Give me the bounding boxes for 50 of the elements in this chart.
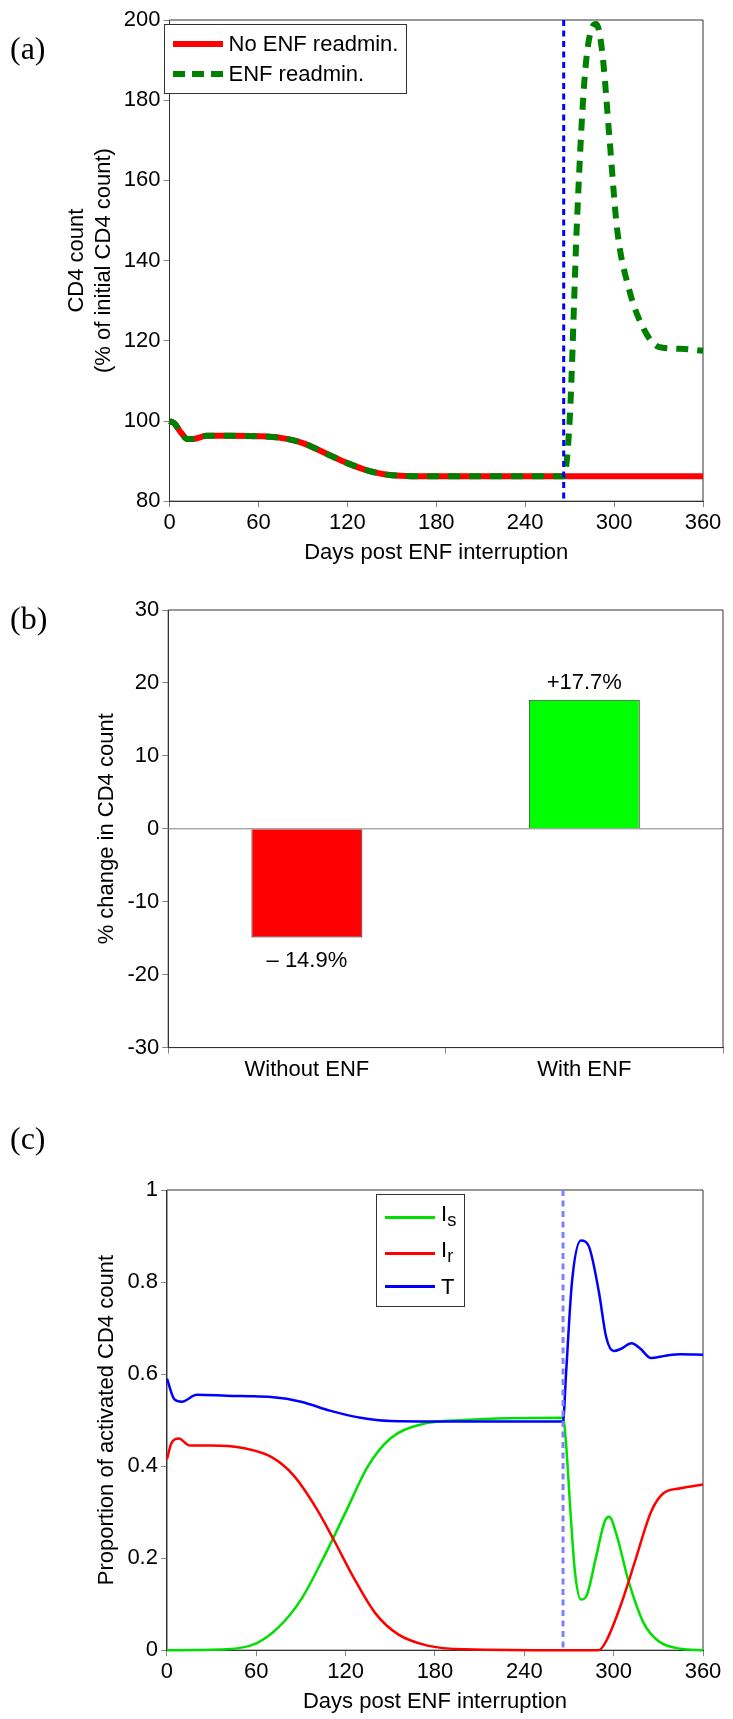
x-tick-label: 240 <box>506 509 544 535</box>
x-tick-label: With ENF <box>537 1055 632 1081</box>
y-tick-label: 0 <box>146 814 160 840</box>
x-tick-label: 60 <box>244 1658 269 1684</box>
y-tick-label: 0.2 <box>127 1544 158 1570</box>
x-tick-label: 120 <box>328 509 366 535</box>
x-tick-label: 180 <box>416 1658 454 1684</box>
y-tick-label: 20 <box>134 669 160 694</box>
data-label: +17.7% <box>546 668 622 694</box>
y-tick-label: 80 <box>136 487 161 513</box>
x-tick-label: 120 <box>327 1658 365 1684</box>
x-tick-label: 60 <box>246 509 271 535</box>
x-axis-title: Days post ENF interruption <box>302 1687 568 1713</box>
y-tick-label: 100 <box>123 407 161 433</box>
legend-label: I$_{r}$ <box>441 1236 454 1269</box>
y-axis-title: CD4 count (% of initial CD4 count) <box>63 148 115 374</box>
y-tick-label: -20 <box>127 960 160 986</box>
y-tick-label: 1 <box>145 1176 158 1202</box>
y-tick-label: 0.6 <box>127 1360 158 1386</box>
chart-title: (b) <box>10 600 48 637</box>
x-tick-label: 360 <box>684 1658 722 1684</box>
legend-label: No ENF readmin. <box>228 30 399 58</box>
y-tick-label: 0.4 <box>127 1452 158 1478</box>
x-tick-label: 300 <box>595 1658 633 1684</box>
data-label: – 14.9% <box>266 946 348 972</box>
y-tick-label: 140 <box>123 246 161 272</box>
y-tick-label: 160 <box>123 166 161 192</box>
y-tick-label: 0.8 <box>127 1268 158 1294</box>
chart-title: (c) <box>10 1120 46 1157</box>
x-tick-label: 360 <box>684 509 722 535</box>
chart-title: (a) <box>10 30 46 67</box>
y-axis-title: % change in CD4 count <box>93 713 119 945</box>
y-axis-title: Proportion of activated CD4 count <box>93 1255 119 1586</box>
y-tick-label: 0 <box>145 1636 158 1662</box>
y-tick-label: 30 <box>134 596 160 622</box>
legend-label: T <box>441 1272 455 1301</box>
x-tick-label: Without ENF <box>244 1055 370 1081</box>
y-tick-label: 10 <box>134 741 160 767</box>
y-tick-label: -10 <box>127 887 160 913</box>
y-tick-label: 200 <box>123 6 161 32</box>
y-tick-label: 120 <box>123 326 161 352</box>
y-tick-label: 180 <box>123 86 161 112</box>
x-tick-label: 300 <box>595 509 633 535</box>
legend-label: I$_{s}$ <box>441 1200 457 1233</box>
legend-label: ENF readmin. <box>228 60 365 88</box>
x-tick-label: 180 <box>417 509 455 535</box>
y-tick-label: -30 <box>127 1033 160 1059</box>
x-tick-label: 240 <box>505 1658 543 1684</box>
x-axis-title: Days post ENF interruption <box>304 538 569 564</box>
line-series <box>165 1239 705 1423</box>
